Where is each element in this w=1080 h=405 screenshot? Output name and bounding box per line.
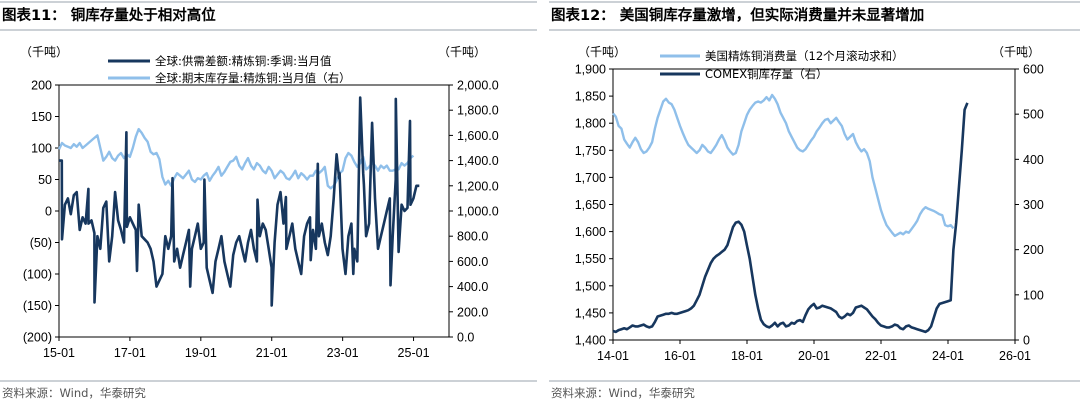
- chart2-left-axis-ticks: 1,900 1,850 1,800 1,750 1,700 1,650 1,600 1,550…: [575, 63, 613, 348]
- chart2-x-axis-ticks: 14-01 16-01 18-01 20-01 22-01 24-01 26-01: [597, 340, 1031, 363]
- chart1-source-note: 资料来源：Wind，华泰研究: [2, 386, 146, 400]
- x-tick-label: 26-01: [999, 349, 1031, 363]
- left-tick-label: 150: [31, 110, 52, 124]
- chart1-legend-label-1: 全球:供需差额:精炼铜:季调:当月值: [155, 54, 332, 68]
- left-tick-label: 1,800: [575, 117, 606, 131]
- x-tick-label: 22-01: [865, 349, 897, 363]
- right-tick-label: 200.0: [457, 305, 488, 319]
- left-tick-label: 100: [31, 142, 52, 156]
- chart2-plot-frame: [612, 68, 1016, 341]
- x-tick-label: 19-01: [185, 346, 217, 360]
- left-tick-label: (200): [23, 331, 52, 345]
- x-tick-label: 23-01: [327, 346, 359, 360]
- left-tick-label: 0: [45, 205, 52, 219]
- chart2-series-lines: [612, 93, 969, 334]
- right-tick-label: 600.0: [457, 255, 488, 269]
- left-tick-label: 1,900: [575, 63, 606, 77]
- chart1-left-unit: （千吨）: [20, 45, 68, 59]
- x-tick-label: 18-01: [731, 349, 763, 363]
- left-tick-label: 1,700: [575, 171, 606, 185]
- left-tick-label: 1,650: [575, 198, 606, 212]
- right-tick-label: 2,000.0: [457, 79, 499, 93]
- right-tick-label: 600: [1023, 63, 1044, 77]
- right-tick-label: 0.0: [457, 331, 474, 345]
- right-tick-label: 100: [1023, 288, 1044, 302]
- chart2-legend-label-1: 美国精炼铜消费量（12个月滚动求和）: [705, 49, 904, 63]
- left-tick-label: 1,600: [575, 225, 606, 239]
- series-line: [57, 127, 415, 190]
- left-tick-label: 1,550: [575, 252, 606, 266]
- chart1-left-axis-ticks: 200 150 100 50 0 (50) (100) (150) (200): [23, 79, 59, 345]
- left-tick-label: 200: [31, 79, 52, 93]
- right-tick-label: 400.0: [457, 280, 488, 294]
- right-tick-label: 0: [1023, 334, 1030, 348]
- chart1-x-axis-ticks: 15-01 17-01 19-01 21-01 23-01 25-01: [43, 337, 430, 360]
- left-tick-label: 1,850: [575, 90, 606, 104]
- right-tick-label: 200: [1023, 243, 1044, 257]
- x-tick-label: 17-01: [114, 346, 146, 360]
- chart1-title: 图表11： 铜库存量处于相对高位: [2, 6, 216, 24]
- x-tick-label: 16-01: [664, 349, 696, 363]
- chart2-legend: 美国精炼铜消费量（12个月滚动求和） COMEX铜库存量（右）: [660, 49, 904, 81]
- chart2-title: 图表12： 美国铜库存量激增，但实际消费量并未显著增加: [551, 6, 924, 24]
- chart2: （千吨） （千吨） 1,900 1,850 1,800 1,750 1,700 1,650…: [575, 45, 1044, 363]
- chart1-legend-label-2: 全球:期末库存量:精炼铜:当月值（右）: [155, 71, 351, 85]
- chart1-right-unit: （千吨）: [438, 45, 486, 59]
- chart2-left-unit: （千吨）: [578, 45, 626, 59]
- right-tick-label: 800.0: [457, 230, 488, 244]
- x-tick-label: 15-01: [43, 346, 75, 360]
- right-tick-label: 1,000.0: [457, 205, 499, 219]
- x-tick-label: 24-01: [932, 349, 964, 363]
- x-tick-label: 25-01: [398, 346, 430, 360]
- chart2-right-axis-ticks: 600 500 400 300 200 100 0: [1015, 63, 1044, 348]
- right-tick-label: 300: [1023, 198, 1044, 212]
- chart1-right-axis-ticks: 2,000.0 1,800.0 1,600.0 1,400.0 1,200.0 1,000…: [449, 79, 499, 345]
- x-tick-label: 21-01: [256, 346, 288, 360]
- chart1: （千吨） （千吨） 200 150 100 50 0 (50) (100) (150) (200…: [20, 45, 499, 360]
- chart1-plot-frame: [58, 84, 450, 338]
- right-tick-label: 1,400.0: [457, 154, 499, 168]
- left-tick-label: 1,400: [575, 334, 606, 348]
- left-tick-label: (100): [23, 268, 52, 282]
- series-line: [612, 102, 969, 334]
- right-tick-label: 1,200.0: [457, 179, 499, 193]
- x-tick-label: 14-01: [597, 349, 629, 363]
- chart2-right-unit: （千吨）: [992, 45, 1040, 59]
- left-tick-label: 1,750: [575, 144, 606, 158]
- series-line: [612, 93, 955, 238]
- chart2-legend-label-2: COMEX铜库存量（右）: [705, 67, 828, 81]
- right-tick-label: 500: [1023, 108, 1044, 122]
- series-line: [59, 96, 420, 307]
- chart2-source-note: 资料来源：Wind，华泰研究: [551, 386, 695, 400]
- left-tick-label: 1,500: [575, 279, 606, 293]
- right-tick-label: 400: [1023, 153, 1044, 167]
- x-tick-label: 20-01: [798, 349, 830, 363]
- right-tick-label: 1,600.0: [457, 129, 499, 143]
- chart1-series-lines: [57, 96, 420, 307]
- left-tick-label: 50: [38, 173, 52, 187]
- right-tick-label: 1,800.0: [457, 104, 499, 118]
- left-tick-label: 1,450: [575, 306, 606, 320]
- chart1-legend: 全球:供需差额:精炼铜:季调:当月值 全球:期末库存量:精炼铜:当月值（右）: [108, 54, 351, 85]
- left-tick-label: (150): [23, 299, 52, 313]
- left-tick-label: (50): [30, 236, 52, 250]
